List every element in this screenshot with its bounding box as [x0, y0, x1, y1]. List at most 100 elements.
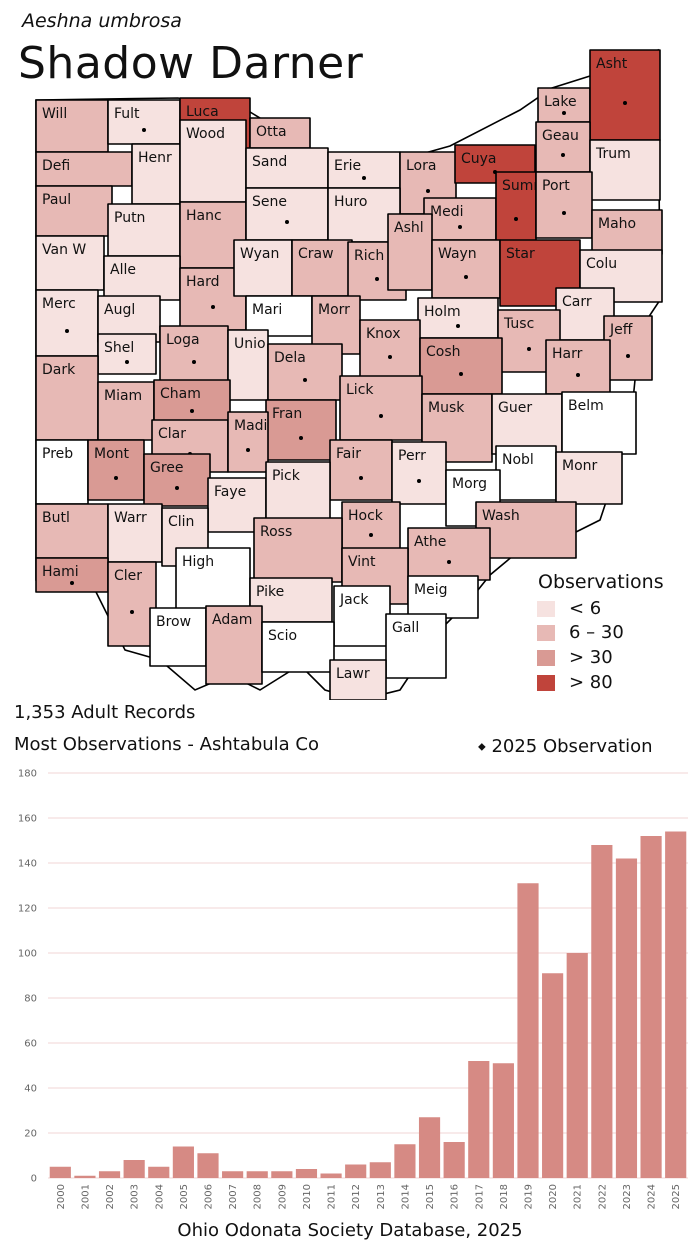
x-tick-label: 2023 [622, 1184, 633, 1209]
county-label: Star [506, 246, 535, 262]
observation-2025-dot [562, 111, 566, 115]
county-shape [245, 147, 329, 189]
county-label: Miam [104, 388, 142, 404]
legend-label: 6 – 30 [569, 622, 624, 643]
county-shape [495, 445, 557, 501]
y-tick-label: 0 [31, 1174, 37, 1185]
bar-2021 [566, 953, 588, 1178]
x-tick-label: 2001 [80, 1184, 91, 1209]
county-label: Lake [544, 94, 577, 110]
county-shape [35, 355, 99, 441]
county-jack: Jack [333, 585, 391, 647]
county-label: Henr [138, 150, 172, 166]
county-medi: Medi [423, 197, 497, 241]
county-merc: Merc [35, 289, 99, 357]
county-label: Jack [339, 592, 369, 608]
observation-2025-dot [192, 360, 196, 364]
county-shape [495, 171, 537, 251]
county-label: Maho [598, 216, 636, 232]
observation-2025-dot [576, 373, 580, 377]
observation-2025-dot [514, 217, 518, 221]
county-fran: Fran [265, 399, 337, 461]
county-label: Cosh [426, 344, 461, 360]
observation-2025-dot [190, 409, 194, 413]
county-label: Luca [186, 104, 219, 120]
county-label: Loga [166, 332, 200, 348]
county-label: Hanc [186, 208, 222, 224]
county-van-w: Van W [35, 235, 105, 291]
x-tick-label: 2016 [450, 1184, 461, 1209]
county-colu: Colu [579, 249, 663, 303]
observation-2025-dot [359, 476, 363, 480]
county-erie: Erie [327, 151, 401, 189]
legend-item: < 6 [537, 598, 601, 619]
county-shape [265, 399, 337, 461]
county-shape [589, 139, 661, 201]
county-wood: Wood [179, 119, 247, 203]
county-label: Defi [42, 158, 70, 174]
y-tick-label: 60 [24, 1039, 37, 1050]
legend-label: < 6 [569, 598, 602, 619]
county-label: Meig [414, 582, 447, 598]
county-label: Butl [42, 510, 70, 526]
x-tick-label: 2017 [474, 1184, 485, 1209]
species-common-name: Shadow Darner [18, 38, 364, 89]
county-lawr: Lawr [329, 659, 387, 700]
y-tick-label: 160 [18, 814, 37, 825]
county-henr: Henr [131, 143, 181, 205]
legend-title: Observations [538, 571, 664, 593]
county-label: Pike [256, 584, 284, 600]
county-wyan: Wyan [233, 239, 293, 297]
county-ashl: Ashl [387, 213, 433, 291]
observation-2025-dot [562, 211, 566, 215]
county-warr: Warr [107, 503, 163, 563]
county-label: Warr [114, 510, 147, 526]
legend-item: > 80 [537, 672, 613, 693]
observation-2025-dot [464, 275, 468, 279]
county-label: Sand [252, 154, 287, 170]
legend-item: > 30 [537, 647, 613, 668]
county-label: Adam [212, 612, 252, 628]
bar-2010 [295, 1169, 318, 1178]
county-label: Vint [348, 554, 376, 570]
county-shape [419, 337, 503, 395]
county-label: Carr [562, 294, 592, 310]
observation-2025-dot [417, 479, 421, 483]
county-shape [291, 239, 353, 297]
bar-2002 [98, 1171, 121, 1178]
bar-2003 [123, 1160, 145, 1178]
county-label: Trum [595, 146, 631, 162]
county-shape [233, 239, 293, 297]
bar-2018 [492, 1063, 514, 1178]
county-label: Musk [428, 400, 465, 416]
county-shape [97, 333, 157, 375]
county-shape [107, 503, 163, 563]
county-label: Gall [392, 620, 419, 636]
county-label: Will [42, 106, 67, 122]
county-paul: Paul [35, 185, 113, 237]
county-sand: Sand [245, 147, 329, 189]
county-shape [245, 187, 329, 241]
county-shape [35, 185, 113, 237]
county-perr: Perr [391, 441, 447, 505]
x-tick-label: 2005 [179, 1184, 190, 1209]
county-monr: Monr [555, 451, 623, 505]
observation-2025-dot [175, 486, 179, 490]
county-label: Cham [160, 386, 201, 402]
county-jeff: Jeff [603, 315, 653, 381]
county-shape [385, 613, 447, 679]
y-tick-label: 100 [18, 949, 37, 960]
ohio-county-map: Will Fult Luca Otta Lake Asht Defi Henr Wood Sand… [35, 48, 663, 700]
x-tick-label: 2024 [647, 1184, 658, 1209]
county-hami: Hami [35, 557, 109, 593]
county-shape [35, 151, 133, 187]
legend-swatch [537, 624, 555, 641]
county-athe: Athe [407, 527, 491, 581]
county-defi: Defi [35, 151, 133, 187]
observation-2025-dot [456, 324, 460, 328]
county-label: Ross [260, 524, 292, 540]
x-tick-label: 2010 [302, 1184, 313, 1209]
county-label: Sene [252, 194, 287, 210]
county-label: Port [542, 178, 570, 194]
county-shape [329, 659, 387, 700]
